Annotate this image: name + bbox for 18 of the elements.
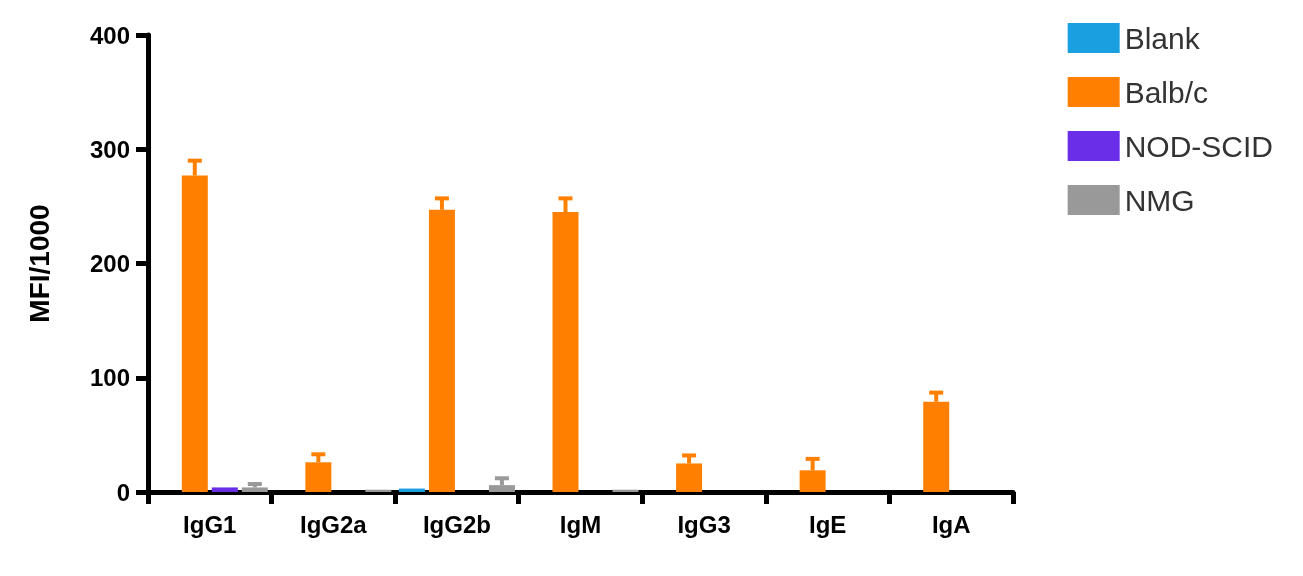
bar — [211, 487, 238, 492]
legend-label: Balb/c — [1124, 75, 1209, 109]
y-tick-label: 300 — [89, 135, 130, 163]
x-tick-label: IgG2a — [300, 510, 368, 538]
x-tick-label: IgM — [559, 510, 602, 538]
y-tick-label: 0 — [116, 478, 130, 506]
y-tick-label: 400 — [89, 21, 130, 49]
y-axis-title: MFI/1000 — [23, 204, 55, 323]
legend-label: NMG — [1124, 183, 1195, 217]
y-tick-label: 100 — [89, 364, 130, 392]
x-tick-label: IgE — [808, 510, 847, 538]
x-tick-label: IgG3 — [677, 510, 731, 538]
y-tick-label: 200 — [89, 250, 130, 277]
x-tick-label: IgG2b — [422, 510, 491, 538]
x-tick-label: IgG1 — [183, 510, 237, 538]
legend-label: NOD-SCID — [1124, 129, 1274, 163]
x-tick-label: IgA — [931, 510, 971, 538]
legend-label: Blank — [1124, 21, 1201, 55]
